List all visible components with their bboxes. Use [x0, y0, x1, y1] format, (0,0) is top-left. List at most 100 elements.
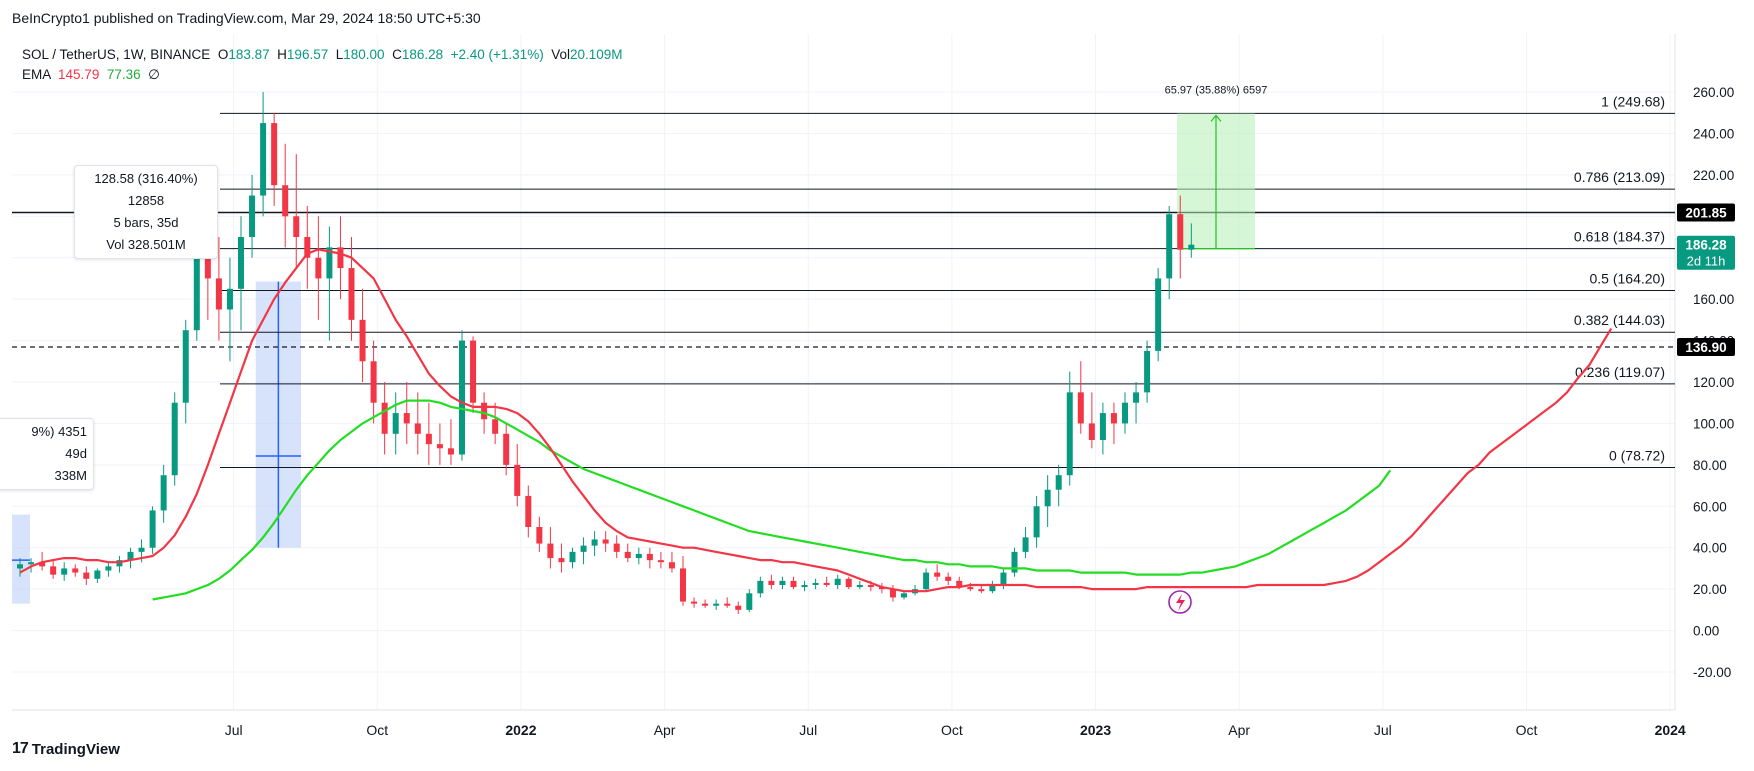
candle-body [193, 257, 200, 331]
candle-body [315, 257, 322, 279]
legend-symbol-row: SOL / TetherUS, 1W, BINANCE O183.87 H196… [22, 45, 623, 65]
legend-high: 196.57 [286, 47, 329, 62]
legend-close-label: C [392, 47, 402, 62]
price-tag-label: 201.85 [1685, 205, 1727, 220]
candle-body [260, 123, 267, 196]
price-tag-label: 136.90 [1685, 340, 1726, 355]
candle-body [1155, 278, 1162, 351]
candle-body [724, 603, 731, 606]
candle-body [790, 580, 797, 588]
candle-body [105, 566, 112, 571]
candle-body [668, 562, 675, 569]
candle-body [215, 278, 222, 310]
measure-tooltip: 128.58 (316.40%) 12858 5 bars, 35d Vol 3… [74, 165, 218, 259]
legend-low-label: L [335, 47, 344, 62]
candle-body [304, 237, 311, 258]
candle-body [867, 585, 874, 588]
candle-body [1066, 392, 1073, 476]
legend-vol-label: Vol [551, 47, 570, 62]
candle-body [1055, 475, 1062, 490]
candle-body [138, 547, 145, 552]
candle-body [182, 330, 189, 403]
candle-body [978, 589, 985, 592]
candle-body [1144, 350, 1151, 393]
candle-body [271, 123, 278, 186]
price-tag [1677, 337, 1735, 356]
candle-body [746, 593, 753, 610]
candle-body [50, 566, 57, 575]
candle-body [61, 568, 68, 575]
left-measure-tooltip: 9%) 4351 49d 338M [0, 418, 94, 490]
legend-ema-label[interactable]: EMA [22, 67, 51, 82]
chart-legend: SOL / TetherUS, 1W, BINANCE O183.87 H196… [22, 45, 623, 85]
y-tick-label: 100.00 [1693, 416, 1734, 431]
measure-label: 65.97 (35.88%) 6597 [1165, 84, 1268, 96]
candle-body [403, 413, 410, 424]
candle-body [381, 402, 388, 434]
left-tooltip-line1: 9%) 4351 [31, 424, 87, 439]
y-tick-label: 60.00 [1693, 499, 1727, 514]
candle-body [646, 553, 653, 561]
chart-canvas[interactable]: -20.00 0.00 20.00 40.00 60.00 80.00 100.00 120.… [12, 34, 1754, 746]
candle-body [226, 288, 233, 310]
candle-body [635, 553, 642, 559]
publish-line: BeInCrypto1 published on TradingView.com… [12, 10, 481, 26]
candle-body [1166, 214, 1173, 279]
candle-body [779, 580, 786, 585]
x-tick-label: Apr [1228, 722, 1250, 738]
left-tooltip-line2: 49d [65, 446, 87, 461]
candle-body [569, 551, 576, 563]
candle-body [293, 216, 300, 237]
legend-close: 186.28 [401, 47, 444, 62]
legend-symbol[interactable]: SOL / TetherUS, 1W, BINANCE [22, 47, 211, 62]
ema-slow-line [152, 399, 1392, 601]
candle-body [558, 558, 565, 563]
x-tick-label: Oct [366, 722, 388, 738]
legend-open-label: O [217, 47, 229, 62]
candle-body [470, 340, 477, 403]
x-tick-label: Jul [1374, 722, 1392, 738]
candle-body [1133, 392, 1140, 403]
candle-body [757, 580, 764, 594]
candle-body [459, 340, 465, 455]
x-tick-label: Oct [941, 722, 963, 738]
measure-tooltip-line2: 5 bars, 35d [113, 215, 179, 230]
candle-body [1000, 572, 1007, 585]
x-tick-label: 2022 [505, 722, 536, 738]
y-tick-label: 80.00 [1693, 458, 1727, 473]
range-box-left [12, 514, 30, 604]
measure-tooltip-line1: 128.58 (316.40%) 12858 [94, 171, 198, 208]
candle-body [1088, 423, 1095, 440]
candle-body [834, 578, 841, 585]
candle-body [768, 580, 775, 585]
candle-body [94, 570, 101, 579]
candle-body [1077, 392, 1084, 424]
candle-body [823, 582, 830, 585]
legend-ema-extra: ∅ [148, 67, 160, 82]
legend-change: +2.40 (+1.31%) [450, 47, 544, 62]
candle-body [370, 361, 377, 403]
candle-body [414, 423, 421, 434]
candle-body [801, 585, 808, 588]
candle-body [901, 593, 907, 598]
x-tick-label: Oct [1516, 722, 1538, 738]
candle-body [1044, 489, 1051, 507]
candle-body [1110, 413, 1117, 424]
candle-body [613, 543, 620, 552]
candle-body [425, 433, 432, 445]
candle-body [547, 543, 554, 559]
candle-body [171, 402, 178, 476]
lightning-bolt-icon [1176, 594, 1185, 611]
fib-level-label: 0.5 (164.20) [1590, 270, 1666, 286]
measure-tooltip-line3: Vol 328.501M [106, 237, 186, 252]
fib-level-label: 0.382 (144.03) [1574, 312, 1665, 328]
candle-body [856, 585, 863, 588]
candle-body [238, 237, 244, 289]
tradingview-logo-icon: 17 [12, 740, 29, 757]
fib-level-label: 1 (249.68) [1601, 93, 1665, 109]
y-tick-label: 40.00 [1693, 541, 1727, 556]
candle-body [1033, 506, 1040, 538]
chart-frame[interactable]: -20.00 0.00 20.00 40.00 60.00 80.00 100.00 120.… [12, 34, 1754, 746]
candle-body [359, 319, 366, 362]
tradingview-brand[interactable]: 17 TradingView [12, 740, 120, 758]
